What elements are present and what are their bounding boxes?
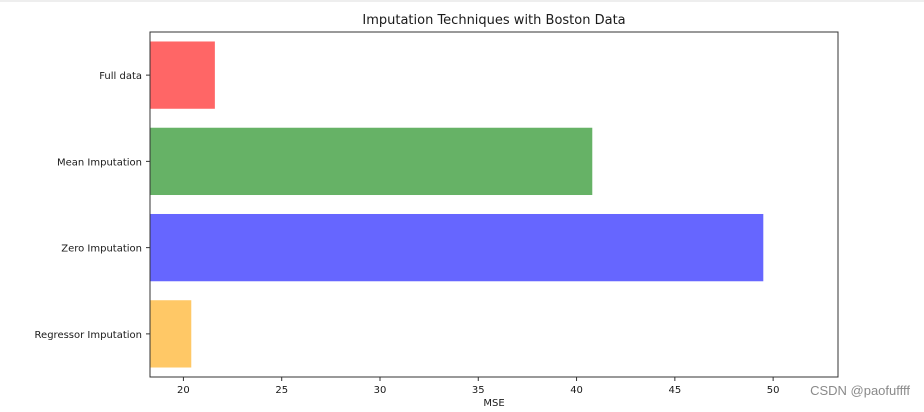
x-tick-label: 20 (177, 385, 190, 396)
x-tick-label: 25 (275, 385, 288, 396)
y-tick-label: Zero Imputation (61, 244, 142, 255)
x-tick-label: 30 (374, 385, 387, 396)
bar-zero-imputation (150, 213, 764, 282)
bar-mean-imputation (150, 127, 593, 196)
bars-group (150, 41, 764, 368)
y-tick-label: Regressor Imputation (35, 330, 142, 341)
x-tick-label: 45 (668, 385, 681, 396)
y-tick-label: Full data (99, 71, 142, 82)
x-tick-label: 50 (767, 385, 780, 396)
x-tick-label: 40 (570, 385, 583, 396)
chart-title: Imputation Techniques with Boston Data (362, 13, 625, 28)
watermark: CSDN @paofuffff (810, 383, 910, 398)
top-border (0, 0, 924, 2)
x-axis: 20 25 30 35 40 45 50 (177, 377, 779, 396)
bar-full-data (150, 41, 215, 109)
x-tick-label: 35 (472, 385, 485, 396)
y-axis: Full data Mean Imputation Zero Imputation R… (35, 71, 150, 341)
y-tick-label: Mean Imputation (57, 157, 142, 168)
bar-regressor-imputation (150, 300, 192, 368)
plot-frame (149, 31, 839, 378)
x-axis-label: MSE (483, 398, 504, 409)
